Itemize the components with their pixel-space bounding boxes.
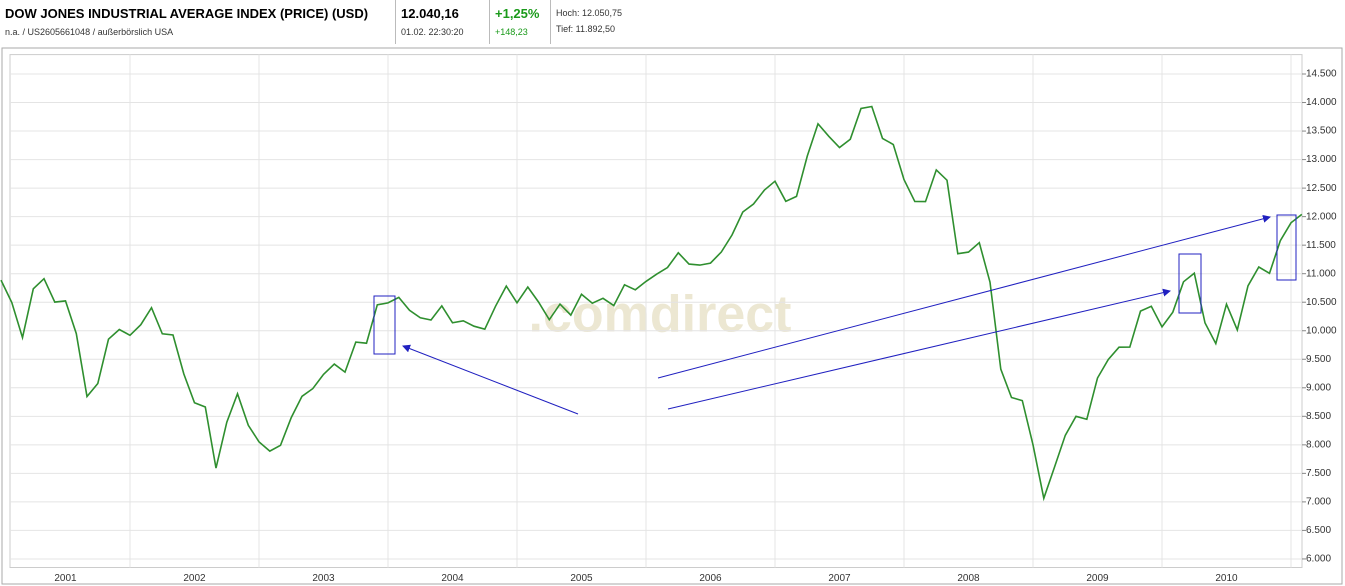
title: DOW JONES INDUSTRIAL AVERAGE INDEX (PRIC… <box>5 6 369 21</box>
y-tick-label: 7.000 <box>1306 497 1331 508</box>
y-tick-label: 10.500 <box>1306 297 1337 308</box>
price-line <box>0 105 1303 502</box>
watermark: .comdirect <box>529 286 792 344</box>
y-tick-label: 13.000 <box>1306 154 1337 165</box>
x-tick-label: 2007 <box>828 573 851 584</box>
annotation-arrow <box>657 214 1271 379</box>
change-absolute: +148,23 <box>495 27 528 37</box>
y-tick-label: 11.500 <box>1306 240 1336 251</box>
y-tick-label: 11.000 <box>1306 268 1336 279</box>
time: 01.02. 22:30:20 <box>401 27 464 37</box>
price: 12.040,16 <box>401 6 459 21</box>
y-tick-label: 12.500 <box>1306 183 1337 194</box>
title-cell: DOW JONES INDUSTRIAL AVERAGE INDEX (PRIC… <box>0 0 396 44</box>
x-tick-label: 2005 <box>570 573 593 584</box>
y-tick-label: 12.000 <box>1306 211 1337 222</box>
y-tick-label: 10.000 <box>1306 325 1337 336</box>
subtitle: n.a. / US2605661048 / außerbörslich USA <box>5 27 174 37</box>
y-tick-label: 7.500 <box>1306 468 1331 479</box>
y-tick-label: 14.000 <box>1306 97 1337 108</box>
y-tick-label: 6.500 <box>1306 525 1331 536</box>
x-tick-label: 2002 <box>183 573 206 584</box>
range-cell: Hoch: 12.050,75 Tief: 11.892,50 <box>551 0 1345 44</box>
y-tick-label: 14.500 <box>1306 69 1337 80</box>
x-tick-label: 2008 <box>957 573 980 584</box>
y-tick-label: 9.000 <box>1306 382 1331 393</box>
x-tick-label: 2003 <box>312 573 335 584</box>
annotation-box <box>373 295 396 355</box>
change-percent: +1,25% <box>495 6 540 21</box>
x-tick-label: 2009 <box>1086 573 1109 584</box>
y-tick-label: 8.000 <box>1306 439 1331 450</box>
x-tick-label: 2001 <box>54 573 77 584</box>
annotation-arrow <box>667 288 1171 410</box>
chart: .comdirect 6.000 6.500 7.000 7.500 8.000 8.50… <box>0 47 1343 585</box>
x-tick-label: 2004 <box>441 573 464 584</box>
y-tick-label: 8.500 <box>1306 411 1331 422</box>
x-tick-label: 2006 <box>699 573 722 584</box>
price-cell: 12.040,16 01.02. 22:30:20 <box>396 0 490 44</box>
x-tick-label: 2010 <box>1215 573 1238 584</box>
change-cell: +1,25% +148,23 <box>490 0 551 44</box>
low: Tief: 11.892,50 <box>556 24 616 34</box>
y-tick-label: 6.000 <box>1306 554 1331 565</box>
annotation-box <box>1178 253 1202 314</box>
high: Hoch: 12.050,75 <box>556 8 623 18</box>
y-tick-label: 13.500 <box>1306 126 1337 137</box>
plot-area <box>9 54 1303 569</box>
annotation-box <box>1276 214 1297 281</box>
frame <box>1 47 1343 585</box>
y-tick-label: 9.500 <box>1306 354 1331 365</box>
annotation-arrow <box>402 344 579 415</box>
